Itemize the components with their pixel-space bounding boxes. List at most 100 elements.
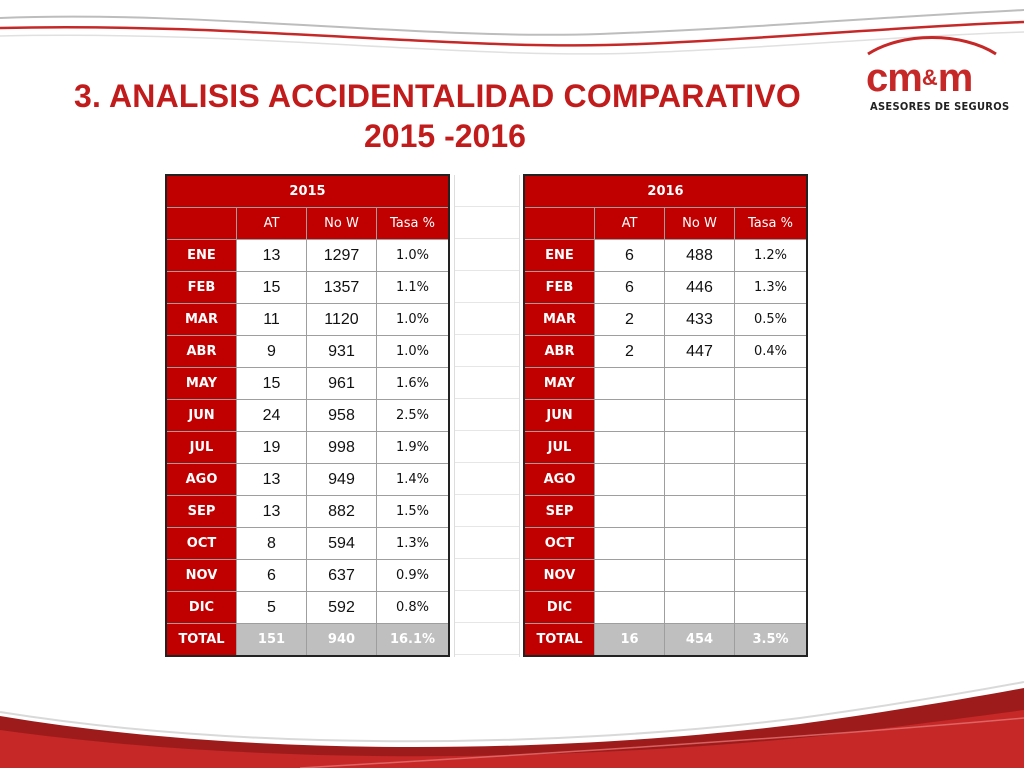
column-header-blank bbox=[166, 207, 237, 240]
total-at: 151 bbox=[236, 623, 307, 656]
table-row: FEB 15 1357 1.1% bbox=[166, 271, 449, 304]
now-value: 446 bbox=[664, 271, 735, 304]
tasa-value: 1.3% bbox=[734, 271, 807, 304]
top-swoosh-decoration bbox=[0, 9, 1024, 55]
year-header: 2016 bbox=[524, 175, 807, 208]
table-row: DIC bbox=[524, 591, 807, 624]
at-value: 11 bbox=[236, 303, 307, 336]
month-label: FEB bbox=[166, 271, 237, 304]
total-label: TOTAL bbox=[166, 623, 237, 656]
page-subtitle-years: 2015 -2016 bbox=[364, 118, 526, 154]
at-value bbox=[594, 463, 665, 496]
now-value: 931 bbox=[306, 335, 377, 368]
logo-arc-icon bbox=[867, 36, 997, 56]
now-value: 949 bbox=[306, 463, 377, 496]
tasa-value: 1.0% bbox=[376, 335, 449, 368]
tasa-value bbox=[734, 399, 807, 432]
table-row: MAY 15 961 1.6% bbox=[166, 367, 449, 400]
table-row: SEP 13 882 1.5% bbox=[166, 495, 449, 528]
logo-tagline: ASESORES DE SEGUROS bbox=[870, 100, 1010, 113]
month-label: OCT bbox=[524, 527, 595, 560]
month-label: ABR bbox=[524, 335, 595, 368]
now-value bbox=[664, 559, 735, 592]
table-row: NOV bbox=[524, 559, 807, 592]
at-value: 13 bbox=[236, 239, 307, 272]
at-value: 8 bbox=[236, 527, 307, 560]
now-value: 594 bbox=[306, 527, 377, 560]
table-row: MAR 2 433 0.5% bbox=[524, 303, 807, 336]
now-value: 447 bbox=[664, 335, 735, 368]
at-value: 2 bbox=[594, 335, 665, 368]
at-value bbox=[594, 431, 665, 464]
month-label: DIC bbox=[166, 591, 237, 624]
tasa-value bbox=[734, 431, 807, 464]
month-label: JUL bbox=[524, 431, 595, 464]
now-value: 488 bbox=[664, 239, 735, 272]
tasa-value: 0.4% bbox=[734, 335, 807, 368]
bottom-wave-decoration bbox=[0, 681, 1024, 768]
month-label: SEP bbox=[524, 495, 595, 528]
tasa-value bbox=[734, 591, 807, 624]
at-value bbox=[594, 495, 665, 528]
tasa-value: 1.3% bbox=[376, 527, 449, 560]
table-row: JUL 19 998 1.9% bbox=[166, 431, 449, 464]
month-label: NOV bbox=[524, 559, 595, 592]
table-2016: 2016 AT No W Tasa % ENE 6 488 1.2% FEB 6 446 1.… bbox=[523, 174, 808, 657]
at-value: 9 bbox=[236, 335, 307, 368]
month-label: JUN bbox=[524, 399, 595, 432]
now-value: 958 bbox=[306, 399, 377, 432]
column-header-tasa: Tasa % bbox=[376, 207, 449, 240]
column-header-now: No W bbox=[306, 207, 377, 240]
table-row: OCT 8 594 1.3% bbox=[166, 527, 449, 560]
month-label: DIC bbox=[524, 591, 595, 624]
table-row: JUL bbox=[524, 431, 807, 464]
now-value bbox=[664, 591, 735, 624]
table-row: ABR 2 447 0.4% bbox=[524, 335, 807, 368]
table-row: AGO 13 949 1.4% bbox=[166, 463, 449, 496]
total-now: 940 bbox=[306, 623, 377, 656]
column-header-at: AT bbox=[236, 207, 307, 240]
now-value: 433 bbox=[664, 303, 735, 336]
tasa-value: 1.2% bbox=[734, 239, 807, 272]
now-value bbox=[664, 527, 735, 560]
at-value bbox=[594, 527, 665, 560]
month-label: NOV bbox=[166, 559, 237, 592]
month-label: ENE bbox=[166, 239, 237, 272]
at-value: 15 bbox=[236, 367, 307, 400]
month-label: ENE bbox=[524, 239, 595, 272]
year-header-row: 2015 bbox=[166, 175, 449, 208]
now-value: 961 bbox=[306, 367, 377, 400]
table-row: NOV 6 637 0.9% bbox=[166, 559, 449, 592]
month-label: OCT bbox=[166, 527, 237, 560]
table-row: ENE 6 488 1.2% bbox=[524, 239, 807, 272]
now-value: 637 bbox=[306, 559, 377, 592]
at-value bbox=[594, 399, 665, 432]
tasa-value: 1.4% bbox=[376, 463, 449, 496]
now-value: 1357 bbox=[306, 271, 377, 304]
now-value: 1297 bbox=[306, 239, 377, 272]
table-row: ABR 9 931 1.0% bbox=[166, 335, 449, 368]
total-at: 16 bbox=[594, 623, 665, 656]
at-value: 6 bbox=[236, 559, 307, 592]
month-label: AGO bbox=[166, 463, 237, 496]
at-value: 6 bbox=[594, 271, 665, 304]
table-row: JUN 24 958 2.5% bbox=[166, 399, 449, 432]
table-row: OCT bbox=[524, 527, 807, 560]
page-title: 3. ANALISIS ACCIDENTALIDAD COMPARATIVO bbox=[74, 78, 802, 114]
tasa-value: 1.5% bbox=[376, 495, 449, 528]
month-label: ABR bbox=[166, 335, 237, 368]
total-label: TOTAL bbox=[524, 623, 595, 656]
at-value bbox=[594, 367, 665, 400]
at-value: 24 bbox=[236, 399, 307, 432]
at-value: 5 bbox=[236, 591, 307, 624]
month-label: AGO bbox=[524, 463, 595, 496]
month-label: MAY bbox=[166, 367, 237, 400]
tasa-value: 1.0% bbox=[376, 303, 449, 336]
now-value bbox=[664, 367, 735, 400]
tasa-value: 0.8% bbox=[376, 591, 449, 624]
tasa-value bbox=[734, 527, 807, 560]
tasa-value: 0.5% bbox=[734, 303, 807, 336]
now-value bbox=[664, 399, 735, 432]
column-header-blank bbox=[524, 207, 595, 240]
at-value: 15 bbox=[236, 271, 307, 304]
